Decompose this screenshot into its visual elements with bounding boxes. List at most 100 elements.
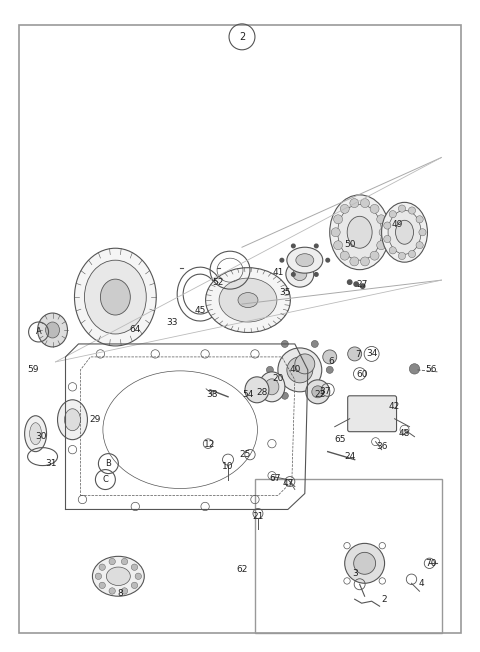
Circle shape	[409, 364, 420, 374]
Circle shape	[291, 273, 295, 276]
Ellipse shape	[24, 416, 47, 452]
Circle shape	[95, 573, 102, 580]
Circle shape	[350, 199, 359, 207]
Ellipse shape	[30, 422, 42, 445]
Ellipse shape	[74, 248, 156, 346]
Circle shape	[416, 242, 423, 249]
Ellipse shape	[338, 204, 382, 260]
Text: 45: 45	[194, 306, 206, 314]
Text: 8: 8	[118, 589, 123, 598]
Circle shape	[109, 588, 115, 594]
Text: 38: 38	[206, 391, 218, 399]
Ellipse shape	[388, 211, 421, 254]
Circle shape	[389, 246, 396, 254]
Ellipse shape	[265, 379, 279, 395]
Ellipse shape	[46, 322, 60, 338]
Text: 49: 49	[392, 220, 403, 229]
Text: 30: 30	[35, 432, 47, 441]
Text: 20: 20	[272, 374, 284, 383]
Circle shape	[340, 251, 349, 260]
Circle shape	[135, 573, 142, 580]
Circle shape	[377, 215, 386, 224]
Ellipse shape	[306, 380, 330, 404]
Text: 7: 7	[355, 350, 360, 359]
Text: C: C	[102, 475, 108, 484]
Text: 24: 24	[344, 452, 355, 461]
Ellipse shape	[396, 220, 413, 244]
Ellipse shape	[107, 567, 130, 585]
Circle shape	[266, 366, 274, 374]
Text: 35: 35	[279, 288, 290, 297]
Circle shape	[360, 284, 365, 288]
Ellipse shape	[286, 261, 314, 287]
Text: 52: 52	[212, 278, 224, 287]
Circle shape	[379, 228, 388, 237]
Circle shape	[398, 205, 406, 212]
Text: 60: 60	[356, 370, 367, 379]
Ellipse shape	[238, 293, 258, 308]
Circle shape	[121, 558, 128, 565]
Circle shape	[408, 250, 416, 258]
Circle shape	[408, 207, 416, 214]
Text: 27: 27	[356, 280, 367, 289]
Circle shape	[99, 582, 106, 589]
Circle shape	[109, 558, 115, 565]
Ellipse shape	[100, 279, 130, 315]
Ellipse shape	[219, 278, 277, 322]
Text: 40: 40	[289, 365, 300, 374]
Circle shape	[331, 228, 340, 237]
Ellipse shape	[84, 260, 146, 334]
Text: 29: 29	[90, 415, 101, 424]
Text: 28: 28	[256, 389, 268, 397]
Ellipse shape	[330, 195, 390, 270]
Circle shape	[354, 282, 359, 286]
Circle shape	[314, 273, 318, 276]
Ellipse shape	[245, 377, 269, 403]
Circle shape	[132, 582, 138, 589]
Ellipse shape	[345, 543, 384, 584]
Text: 48: 48	[399, 429, 410, 438]
Text: 22: 22	[314, 391, 325, 399]
Ellipse shape	[312, 386, 324, 398]
Ellipse shape	[323, 350, 336, 364]
Ellipse shape	[354, 552, 376, 574]
Circle shape	[370, 204, 379, 213]
Ellipse shape	[37, 313, 68, 347]
Circle shape	[99, 564, 106, 570]
FancyBboxPatch shape	[348, 396, 396, 432]
Circle shape	[384, 222, 391, 229]
Text: 10: 10	[222, 462, 234, 471]
Text: 64: 64	[130, 325, 141, 334]
Circle shape	[334, 215, 343, 224]
Circle shape	[281, 340, 288, 348]
Text: 47: 47	[282, 479, 294, 488]
Ellipse shape	[295, 354, 315, 374]
Circle shape	[326, 258, 330, 262]
Circle shape	[121, 588, 128, 594]
Ellipse shape	[347, 216, 372, 248]
Bar	[255, 479, 443, 633]
Text: 31: 31	[45, 459, 56, 468]
Text: 33: 33	[167, 318, 178, 327]
Ellipse shape	[293, 268, 307, 280]
Ellipse shape	[259, 372, 285, 402]
Text: 65: 65	[334, 435, 346, 444]
Circle shape	[360, 257, 370, 266]
Text: 62: 62	[236, 565, 248, 574]
Text: 34: 34	[366, 349, 377, 359]
Circle shape	[419, 229, 426, 236]
Circle shape	[314, 244, 318, 248]
Circle shape	[312, 340, 318, 348]
Text: 2: 2	[382, 595, 387, 604]
Ellipse shape	[287, 247, 323, 273]
Ellipse shape	[58, 400, 87, 439]
Circle shape	[360, 199, 370, 207]
Ellipse shape	[296, 254, 314, 267]
Circle shape	[398, 252, 406, 259]
Text: A: A	[36, 327, 41, 336]
Circle shape	[384, 235, 391, 243]
Text: 36: 36	[376, 442, 387, 451]
Circle shape	[389, 211, 396, 218]
Circle shape	[291, 244, 295, 248]
Text: 59: 59	[27, 365, 38, 374]
